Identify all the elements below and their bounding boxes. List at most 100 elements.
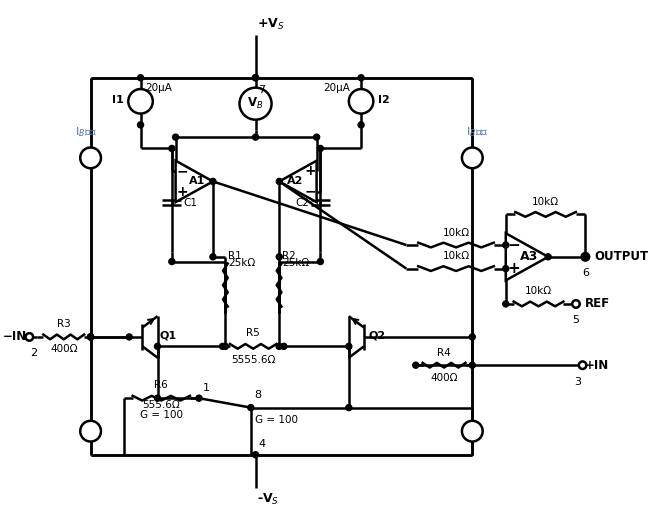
Text: 7: 7 — [258, 85, 265, 96]
Polygon shape — [176, 161, 213, 202]
Text: +IN: +IN — [584, 359, 608, 372]
Text: R6: R6 — [155, 380, 168, 390]
Circle shape — [252, 452, 259, 458]
Circle shape — [462, 148, 483, 168]
Circle shape — [578, 361, 586, 369]
Circle shape — [502, 301, 509, 307]
Text: C2: C2 — [295, 197, 309, 207]
Circle shape — [88, 334, 94, 340]
Circle shape — [462, 421, 483, 442]
Circle shape — [313, 134, 320, 140]
Circle shape — [196, 395, 202, 401]
Text: 1: 1 — [203, 383, 210, 393]
Text: 10kΩ: 10kΩ — [525, 287, 552, 297]
Circle shape — [358, 75, 364, 81]
Circle shape — [469, 362, 475, 368]
Circle shape — [276, 254, 282, 260]
Text: R2: R2 — [282, 250, 296, 260]
Text: R3: R3 — [57, 319, 71, 329]
Circle shape — [317, 258, 324, 265]
Text: 4: 4 — [258, 439, 265, 449]
Circle shape — [138, 122, 144, 128]
Text: I2: I2 — [378, 96, 390, 106]
Text: -V$_S$: -V$_S$ — [257, 491, 280, 507]
Circle shape — [281, 343, 287, 349]
Text: 400Ω: 400Ω — [50, 344, 77, 354]
Text: Q2: Q2 — [369, 330, 385, 340]
Text: A1: A1 — [189, 176, 205, 186]
Circle shape — [210, 254, 216, 260]
Circle shape — [317, 145, 324, 151]
Circle shape — [502, 266, 509, 271]
Text: V$_B$: V$_B$ — [248, 96, 264, 111]
Text: +: + — [507, 261, 519, 276]
Circle shape — [155, 395, 161, 401]
Text: −: − — [507, 237, 519, 253]
Circle shape — [252, 134, 259, 140]
Circle shape — [346, 343, 352, 349]
Circle shape — [239, 88, 272, 120]
Circle shape — [169, 258, 175, 265]
Circle shape — [173, 134, 179, 140]
Text: 8: 8 — [255, 390, 262, 400]
Circle shape — [572, 300, 580, 308]
Circle shape — [358, 122, 364, 128]
Text: A2: A2 — [287, 176, 304, 186]
Circle shape — [128, 89, 153, 113]
Text: I$_B$补偿: I$_B$补偿 — [466, 125, 488, 139]
Circle shape — [252, 75, 259, 81]
Circle shape — [276, 343, 282, 349]
Text: 25kΩ: 25kΩ — [228, 258, 255, 268]
Polygon shape — [506, 233, 548, 280]
Text: 20μA: 20μA — [145, 83, 172, 93]
Text: OUTPUT: OUTPUT — [594, 250, 648, 264]
Circle shape — [413, 362, 419, 368]
Polygon shape — [280, 161, 317, 202]
Text: R5: R5 — [246, 328, 260, 338]
Circle shape — [502, 242, 509, 248]
Text: REF: REF — [584, 298, 610, 310]
Text: +: + — [176, 185, 188, 199]
Text: −: − — [304, 185, 316, 199]
Circle shape — [138, 75, 144, 81]
Circle shape — [25, 333, 33, 341]
Text: C1: C1 — [183, 197, 197, 207]
Text: 10kΩ: 10kΩ — [443, 227, 469, 237]
Circle shape — [252, 75, 259, 81]
Text: I1: I1 — [112, 96, 124, 106]
Circle shape — [88, 334, 94, 340]
Text: 20μA: 20μA — [324, 83, 350, 93]
Circle shape — [545, 254, 551, 260]
Circle shape — [80, 421, 101, 442]
Text: R4: R4 — [437, 348, 451, 358]
Circle shape — [88, 334, 94, 340]
Text: −IN: −IN — [3, 330, 27, 343]
Text: 10kΩ: 10kΩ — [443, 251, 469, 261]
Circle shape — [210, 178, 216, 184]
Circle shape — [248, 405, 254, 411]
Text: R1: R1 — [228, 250, 242, 260]
Text: 400Ω: 400Ω — [430, 373, 458, 383]
Text: 5555.6Ω: 5555.6Ω — [231, 355, 276, 365]
Text: 3: 3 — [575, 376, 581, 386]
Text: 10kΩ: 10kΩ — [532, 197, 559, 207]
Text: 25kΩ: 25kΩ — [282, 258, 309, 268]
Circle shape — [582, 253, 589, 260]
Circle shape — [169, 145, 175, 151]
Circle shape — [80, 148, 101, 168]
Text: A3: A3 — [520, 250, 538, 264]
Text: 555.6Ω: 555.6Ω — [142, 400, 180, 410]
Text: +: + — [304, 164, 316, 178]
Circle shape — [276, 178, 282, 184]
Circle shape — [346, 405, 352, 411]
Circle shape — [222, 343, 228, 349]
Circle shape — [220, 343, 226, 349]
Text: +V$_S$: +V$_S$ — [257, 16, 285, 32]
Text: G = 100: G = 100 — [255, 415, 298, 425]
Text: 5: 5 — [573, 315, 579, 326]
Circle shape — [349, 89, 373, 113]
Circle shape — [126, 334, 132, 340]
Circle shape — [582, 254, 588, 260]
Text: Q1: Q1 — [159, 330, 177, 340]
Text: 6: 6 — [582, 268, 589, 278]
